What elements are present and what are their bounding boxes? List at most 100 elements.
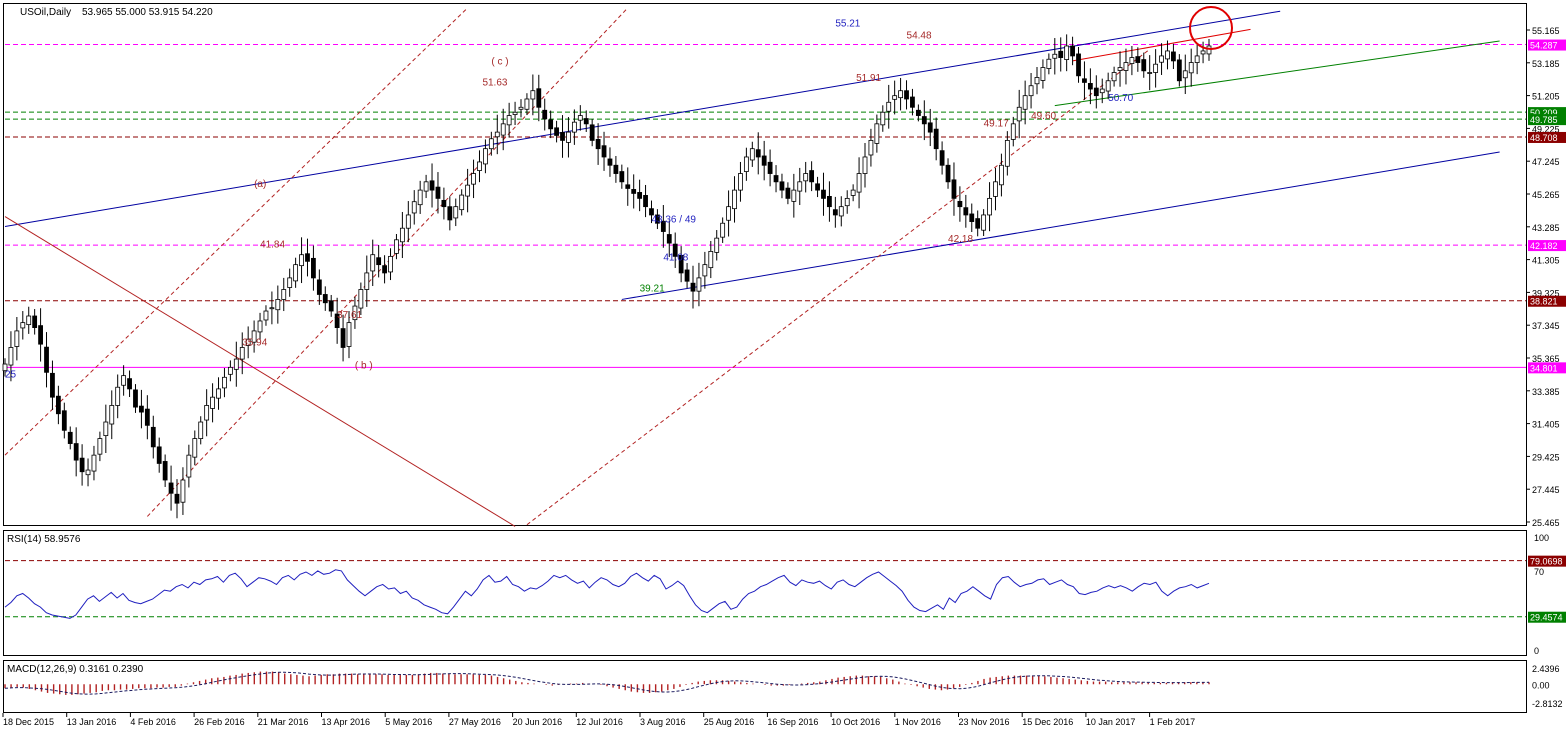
candle-body [269,307,275,310]
candle-body [121,375,127,386]
y-tick-label: 27.445 [1532,485,1560,495]
y-tick-label: 39.325 [1532,288,1560,298]
candle-body [827,196,832,208]
candle-body [1141,59,1147,72]
candle-body [892,95,898,100]
ohlc-readout: 53.965 55.000 53.915 54.220 [82,7,213,18]
candle-body [115,386,121,406]
candle-body [1123,62,1129,71]
rsi-level-tag [1528,555,1566,567]
support-line[interactable] [1054,40,1500,107]
candle-body [542,109,548,120]
x-tick-label: 25 Aug 2016 [704,717,755,727]
candle-body [999,164,1004,186]
fork-lower-line[interactable] [146,7,629,517]
candle-body [1129,57,1135,64]
candle-body [210,396,215,409]
candle-body [328,300,334,312]
rsi-pane[interactable] [3,530,1527,656]
candle-body [832,209,838,216]
candle-body [726,206,731,221]
candle-body [435,186,441,199]
x-tick-label: 16 Sep 2016 [767,717,818,727]
y-tick-label: 41.305 [1532,256,1560,266]
macd-signal-line [4,671,1210,695]
candle-body [1194,55,1200,63]
candle-body [821,189,826,199]
level-price-tag [1528,295,1566,307]
candle-body [803,173,809,182]
candle-body [554,127,559,136]
candle-body [732,189,737,210]
candle-body [607,158,613,166]
fork-upper-line[interactable] [4,7,468,456]
candle-body [1016,106,1022,122]
candle-body [1052,53,1058,59]
candle-body [583,118,589,125]
highlight-circle [1189,6,1233,50]
candle-body [399,227,405,243]
main-pane[interactable] [3,3,1527,526]
candle-body [738,173,743,191]
candle-body [927,122,933,133]
candle-body [749,148,755,161]
candle-body [655,214,660,224]
level-price-label: 54.287 [1530,41,1558,51]
level-price-label: 34.801 [1530,363,1558,373]
candle-body [483,148,488,165]
candle-body [886,101,892,112]
candle-body [299,254,304,267]
macd-pane[interactable] [3,660,1527,713]
candle-body [874,123,880,144]
level-price-tag [1528,39,1566,51]
candle-body [601,145,607,158]
candle-body [55,395,61,415]
rsi-level-label: 29.4574 [1530,613,1563,623]
level-price-tag [1528,131,1566,143]
candle-body [637,192,643,199]
candle-body [133,389,138,408]
x-tick-label: 10 Jan 2017 [1086,717,1136,727]
candle-body [981,214,987,231]
x-tick-label: 18 Dec 2015 [3,717,54,727]
x-tick-label: 26 Feb 2016 [194,717,245,727]
candle-body [910,96,915,108]
y-tick-label: 45.265 [1532,190,1560,200]
candle-body [1040,67,1046,81]
candle-body [1004,140,1010,167]
candle-body [364,272,370,290]
candle-body [844,197,850,207]
fork-channel-line[interactable] [526,48,1150,526]
candle-body [904,90,909,100]
wave-annotation: 43.36 / 49 [651,215,696,226]
candle-body [797,181,803,192]
fork-median-line[interactable] [4,216,516,527]
candle-body [1070,45,1075,57]
candle-body [963,207,969,216]
x-tick-label: 21 Mar 2016 [258,717,309,727]
y-tick-label: 47.245 [1532,157,1560,167]
candle-body [227,366,233,375]
rsi-title: RSI(14) 58.9576 [7,534,81,545]
candle-body [168,482,174,494]
wave-annotation: 49.60 [1031,111,1056,122]
candle-body [743,156,749,172]
candle-body [263,310,269,321]
x-tick-label: 3 Aug 2016 [640,717,686,727]
candle-body [512,111,518,115]
candle-body [222,376,227,389]
candle-body [50,372,55,398]
channel-lower-line[interactable] [621,151,1500,300]
candle-body [174,493,180,504]
candle-body [672,243,678,257]
candle-body [649,208,654,216]
y-tick-label: 29.425 [1532,452,1560,462]
rsi-y-label: 70 [1534,567,1544,577]
rsi-level-label: 79.0698 [1530,557,1563,567]
x-tick-label: 1 Feb 2017 [1150,717,1196,727]
y-tick-label: 53.185 [1532,59,1560,69]
candle-body [346,322,352,347]
candle-body [791,189,797,202]
candle-body [340,328,346,348]
